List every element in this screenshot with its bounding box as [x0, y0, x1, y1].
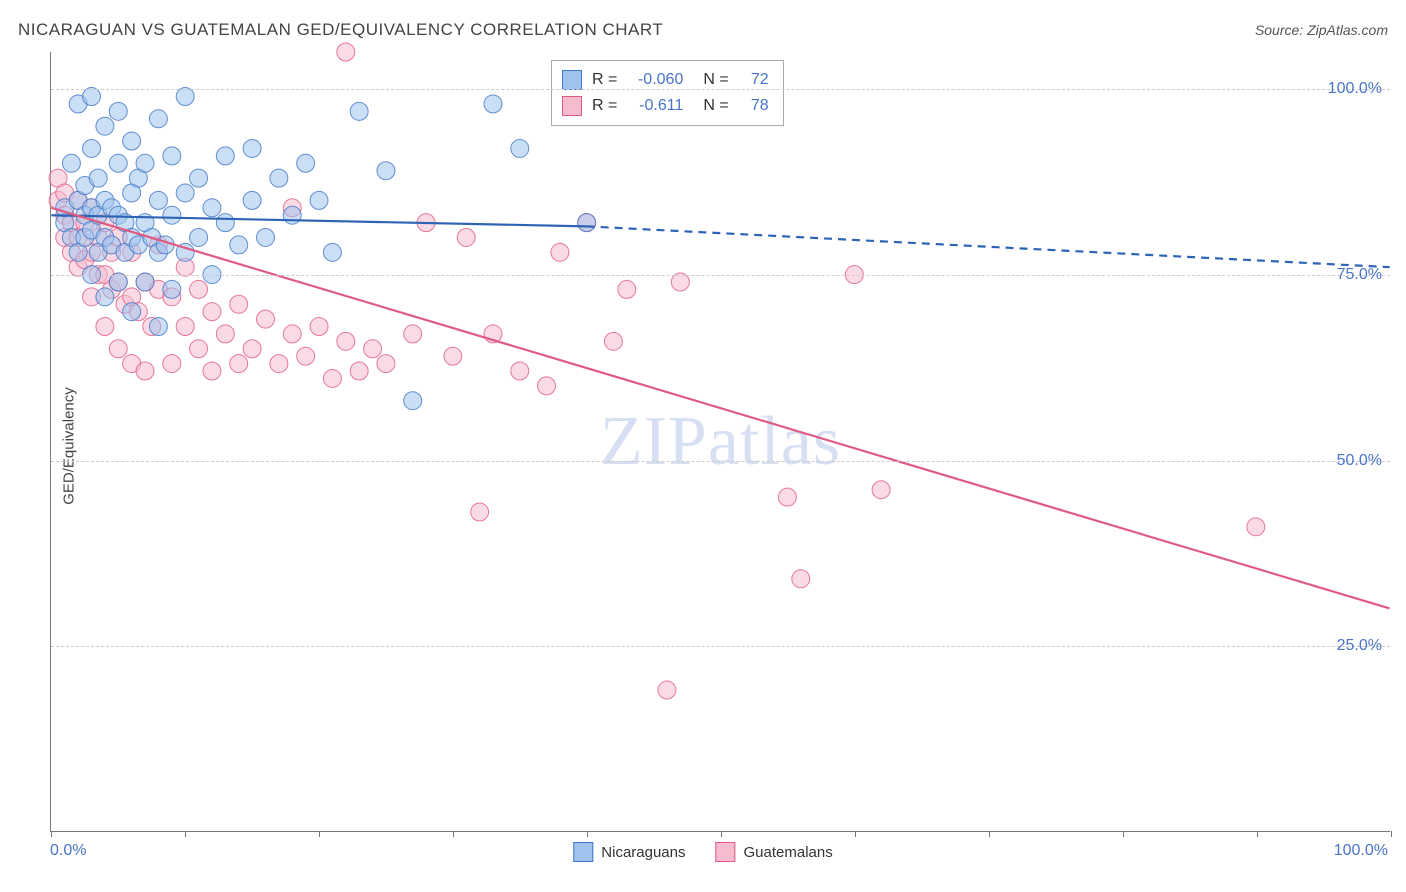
gridline	[51, 89, 1390, 90]
series-swatch	[562, 96, 582, 116]
xtick	[453, 831, 454, 837]
legend-item: Nicaraguans	[573, 842, 685, 862]
source-label: Source: ZipAtlas.com	[1255, 22, 1388, 38]
series-swatch	[562, 70, 582, 90]
stat-value-R: -0.611	[627, 97, 683, 115]
plot-area: ZIPatlas R =-0.060N =72R =-0.611N =78 25…	[50, 52, 1390, 832]
chart-title: NICARAGUAN VS GUATEMALAN GED/EQUIVALENCY…	[18, 20, 663, 40]
legend-item: Guatemalans	[716, 842, 833, 862]
stats-row: R = -0.611 N = 78	[562, 93, 769, 119]
stats-legend-box: R = -0.060 N = 72 R = -0.611 N = 78	[551, 60, 784, 126]
xtick	[587, 831, 588, 837]
xtick	[319, 831, 320, 837]
gridline	[51, 275, 1390, 276]
stat-label-N: N =	[703, 97, 728, 115]
stat-label-R: R =	[592, 97, 617, 115]
chart-svg	[51, 52, 1390, 831]
legend-swatch	[573, 842, 593, 862]
xtick	[1257, 831, 1258, 837]
stat-value-R: -0.060	[627, 71, 683, 89]
xtick	[51, 831, 52, 837]
stat-label-R: R =	[592, 71, 617, 89]
ytick-label: 25.0%	[1337, 637, 1382, 655]
xtick	[1391, 831, 1392, 837]
ytick-label: 100.0%	[1328, 80, 1382, 98]
xaxis-start-label: 0.0%	[50, 842, 86, 860]
legend-swatch	[716, 842, 736, 862]
legend-label: Nicaraguans	[601, 844, 685, 861]
xtick	[721, 831, 722, 837]
chart-container: NICARAGUAN VS GUATEMALAN GED/EQUIVALENCY…	[0, 0, 1406, 892]
xtick	[1123, 831, 1124, 837]
gridline	[51, 646, 1390, 647]
legend-label: Guatemalans	[744, 844, 833, 861]
ytick-label: 75.0%	[1337, 266, 1382, 284]
ytick-label: 50.0%	[1337, 452, 1382, 470]
xaxis-end-label: 100.0%	[1334, 842, 1388, 860]
stat-value-N: 72	[739, 71, 769, 89]
stat-label-N: N =	[703, 71, 728, 89]
xtick	[855, 831, 856, 837]
xtick	[185, 831, 186, 837]
legend-bottom: Nicaraguans Guatemalans	[573, 842, 832, 862]
gridline	[51, 461, 1390, 462]
stat-value-N: 78	[739, 97, 769, 115]
xtick	[989, 831, 990, 837]
